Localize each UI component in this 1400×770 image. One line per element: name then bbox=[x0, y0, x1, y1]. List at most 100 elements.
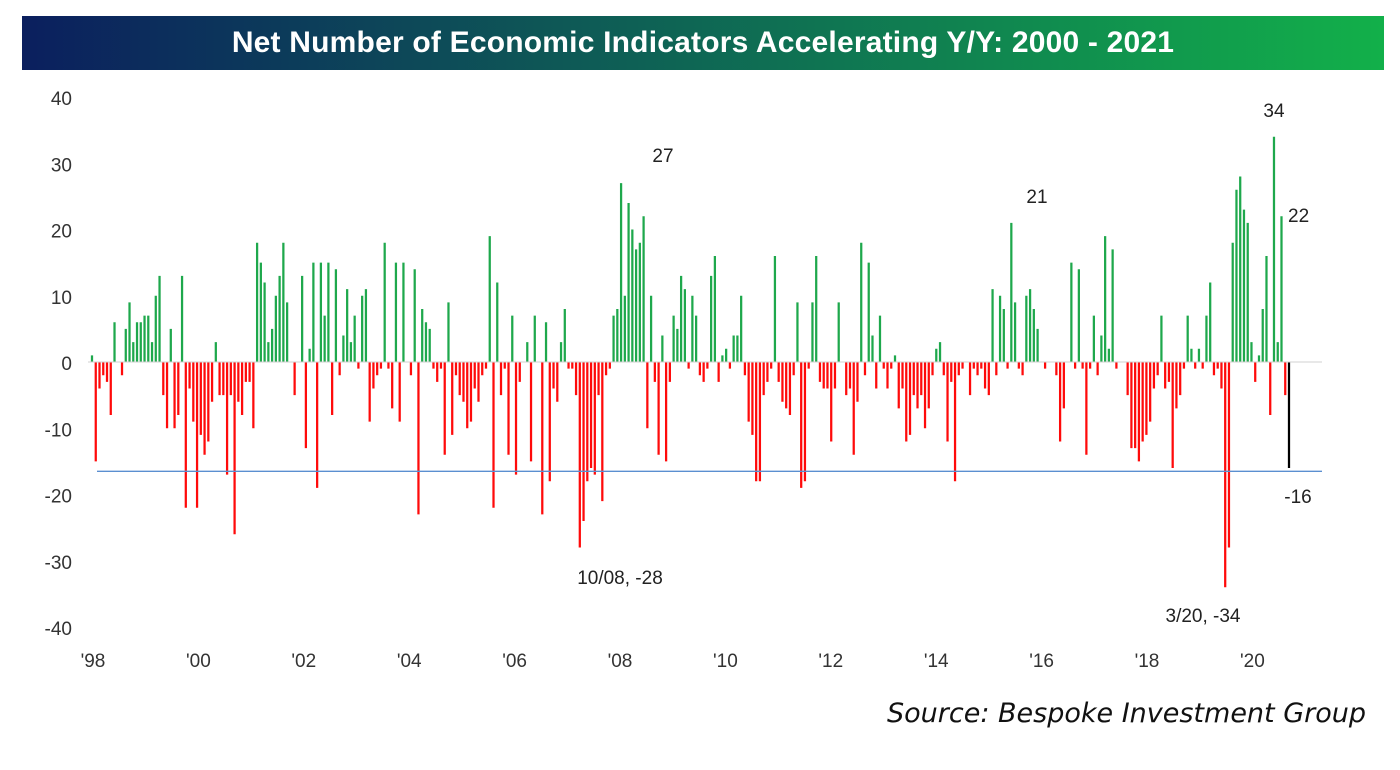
bar bbox=[627, 203, 630, 362]
bar bbox=[559, 342, 563, 363]
bar bbox=[496, 282, 499, 362]
bar bbox=[1201, 362, 1204, 369]
bar bbox=[413, 269, 416, 362]
bar bbox=[1092, 315, 1095, 363]
bar bbox=[1104, 236, 1107, 363]
bar bbox=[113, 322, 116, 362]
bar bbox=[792, 362, 795, 376]
bar bbox=[1280, 216, 1283, 362]
bar bbox=[252, 362, 255, 429]
bar bbox=[649, 295, 653, 362]
bar bbox=[1209, 282, 1212, 362]
bar bbox=[1242, 209, 1246, 363]
bar bbox=[980, 362, 983, 369]
bar bbox=[1164, 362, 1167, 389]
x-tick-label: '20 bbox=[1240, 651, 1265, 672]
bar bbox=[601, 362, 604, 502]
bar bbox=[1261, 309, 1264, 362]
bar bbox=[353, 315, 356, 363]
bar bbox=[1096, 362, 1099, 376]
bar bbox=[124, 328, 127, 363]
y-tick-label: 30 bbox=[51, 155, 72, 176]
bar bbox=[1167, 362, 1171, 382]
bar bbox=[998, 295, 1002, 362]
bar bbox=[518, 362, 521, 382]
bar bbox=[676, 328, 679, 363]
bar bbox=[492, 362, 495, 508]
bar bbox=[867, 262, 870, 363]
bar bbox=[376, 362, 379, 376]
bar bbox=[1010, 222, 1013, 363]
bar bbox=[102, 362, 105, 376]
bar bbox=[214, 342, 217, 363]
bar bbox=[308, 348, 311, 362]
bar bbox=[1212, 362, 1216, 376]
bar bbox=[195, 362, 199, 508]
bar bbox=[552, 362, 555, 389]
y-tick-label: 40 bbox=[51, 89, 72, 110]
bar bbox=[1017, 362, 1020, 369]
bar bbox=[1107, 348, 1111, 362]
bar bbox=[1077, 269, 1080, 362]
bar bbox=[593, 362, 596, 475]
x-tick-label: '14 bbox=[924, 651, 949, 672]
bar bbox=[668, 362, 671, 382]
bar bbox=[1265, 256, 1268, 362]
bar bbox=[916, 362, 919, 409]
bar bbox=[391, 362, 394, 409]
bar bbox=[589, 362, 593, 468]
bar bbox=[432, 362, 435, 369]
bar bbox=[402, 262, 405, 363]
bar bbox=[1276, 342, 1279, 363]
data-annotation: 34 bbox=[1263, 101, 1285, 122]
bar bbox=[469, 362, 473, 422]
bar bbox=[852, 362, 855, 455]
bar bbox=[154, 295, 157, 362]
bar bbox=[1269, 362, 1272, 415]
bar bbox=[451, 362, 454, 435]
bar bbox=[1179, 362, 1182, 396]
bar bbox=[1272, 136, 1276, 362]
bar bbox=[409, 362, 413, 376]
bar bbox=[1227, 362, 1231, 548]
bar bbox=[372, 362, 375, 389]
bar bbox=[1254, 362, 1257, 382]
bar bbox=[529, 362, 533, 462]
bar bbox=[248, 362, 251, 382]
bar bbox=[871, 335, 874, 362]
bar bbox=[259, 262, 262, 363]
bar bbox=[608, 362, 611, 369]
bar bbox=[736, 335, 739, 362]
bar bbox=[169, 328, 172, 363]
bar bbox=[240, 362, 244, 415]
y-tick-label: -20 bbox=[45, 487, 72, 508]
bar bbox=[1021, 362, 1024, 376]
bar bbox=[439, 362, 443, 369]
bar bbox=[679, 275, 683, 363]
data-annotation: -16 bbox=[1284, 487, 1311, 508]
bar bbox=[653, 362, 656, 382]
bar bbox=[139, 322, 142, 362]
x-tick-label: '98 bbox=[81, 651, 106, 672]
bar bbox=[312, 262, 315, 363]
bar bbox=[807, 362, 810, 369]
bar bbox=[237, 362, 240, 402]
x-tick-label: '04 bbox=[397, 651, 422, 672]
bar bbox=[1284, 362, 1287, 396]
bar bbox=[1028, 289, 1032, 363]
bar bbox=[574, 362, 578, 396]
bar bbox=[135, 322, 139, 362]
bar bbox=[638, 242, 641, 362]
bar bbox=[368, 362, 371, 422]
bar bbox=[323, 315, 326, 363]
bar bbox=[935, 348, 938, 362]
bar bbox=[274, 295, 277, 362]
bar bbox=[541, 362, 544, 515]
bar bbox=[158, 275, 161, 363]
bar bbox=[691, 295, 694, 362]
bar bbox=[830, 362, 833, 442]
bar bbox=[1081, 362, 1084, 369]
bar bbox=[875, 362, 878, 389]
bar bbox=[938, 342, 942, 363]
bar bbox=[908, 362, 912, 435]
